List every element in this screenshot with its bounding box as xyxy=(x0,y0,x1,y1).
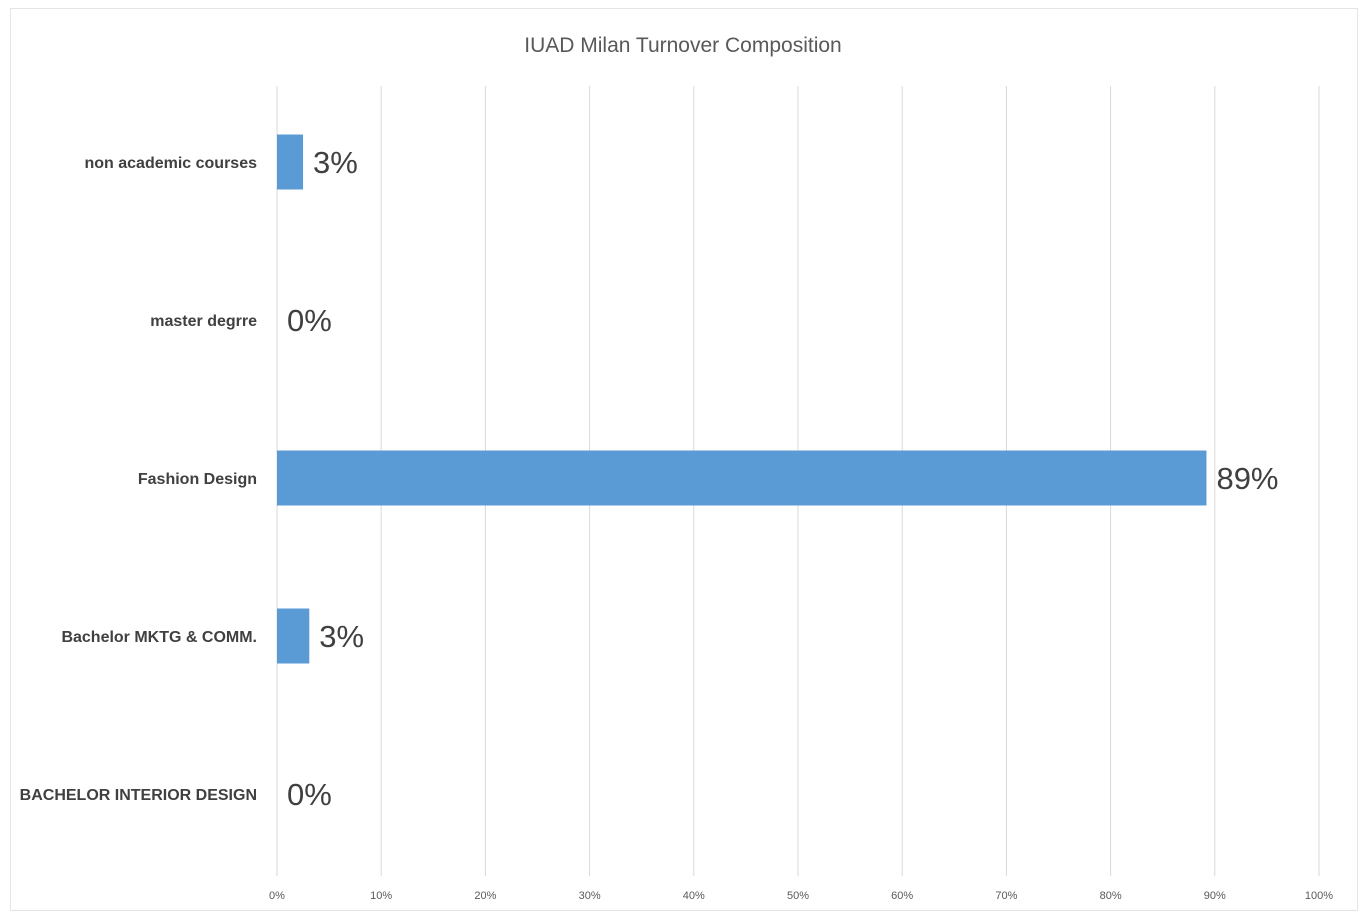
x-axis-ticks: 0% 10% 20% 30% 40% 50% 60% 70% 80% 90% 100% xyxy=(269,890,1333,902)
x-tick-label: 20% xyxy=(474,890,496,902)
category-labels: non academic courses master degrre Fashion… xyxy=(20,155,257,804)
x-tick-label: 70% xyxy=(995,890,1017,902)
x-tick-label: 10% xyxy=(370,890,392,902)
bars xyxy=(277,134,1207,664)
category-label: master degrre xyxy=(150,313,257,330)
category-label: BACHELOR INTERIOR DESIGN xyxy=(20,787,257,804)
bar xyxy=(277,450,1207,506)
x-tick-label: 0% xyxy=(269,890,285,902)
category-label: Fashion Design xyxy=(138,471,257,488)
data-label: 3% xyxy=(313,145,358,180)
x-tick-label: 50% xyxy=(787,890,809,902)
bar xyxy=(277,608,310,664)
x-tick-label: 80% xyxy=(1100,890,1122,902)
category-label: non academic courses xyxy=(84,155,257,172)
data-label: 0% xyxy=(287,303,332,338)
bar xyxy=(277,134,304,190)
category-label: Bachelor MKTG & COMM. xyxy=(61,629,257,646)
x-tick-label: 40% xyxy=(683,890,705,902)
x-tick-label: 100% xyxy=(1305,890,1333,902)
data-labels: 3% 0% 89% 3% 0% xyxy=(287,145,1279,812)
x-tick-label: 30% xyxy=(579,890,601,902)
x-tick-label: 60% xyxy=(891,890,913,902)
data-label: 89% xyxy=(1216,461,1278,496)
data-label: 0% xyxy=(287,777,332,812)
data-label: 3% xyxy=(319,619,364,654)
x-tick-label: 90% xyxy=(1204,890,1226,902)
chart-title: IUAD Milan Turnover Composition xyxy=(524,34,841,57)
